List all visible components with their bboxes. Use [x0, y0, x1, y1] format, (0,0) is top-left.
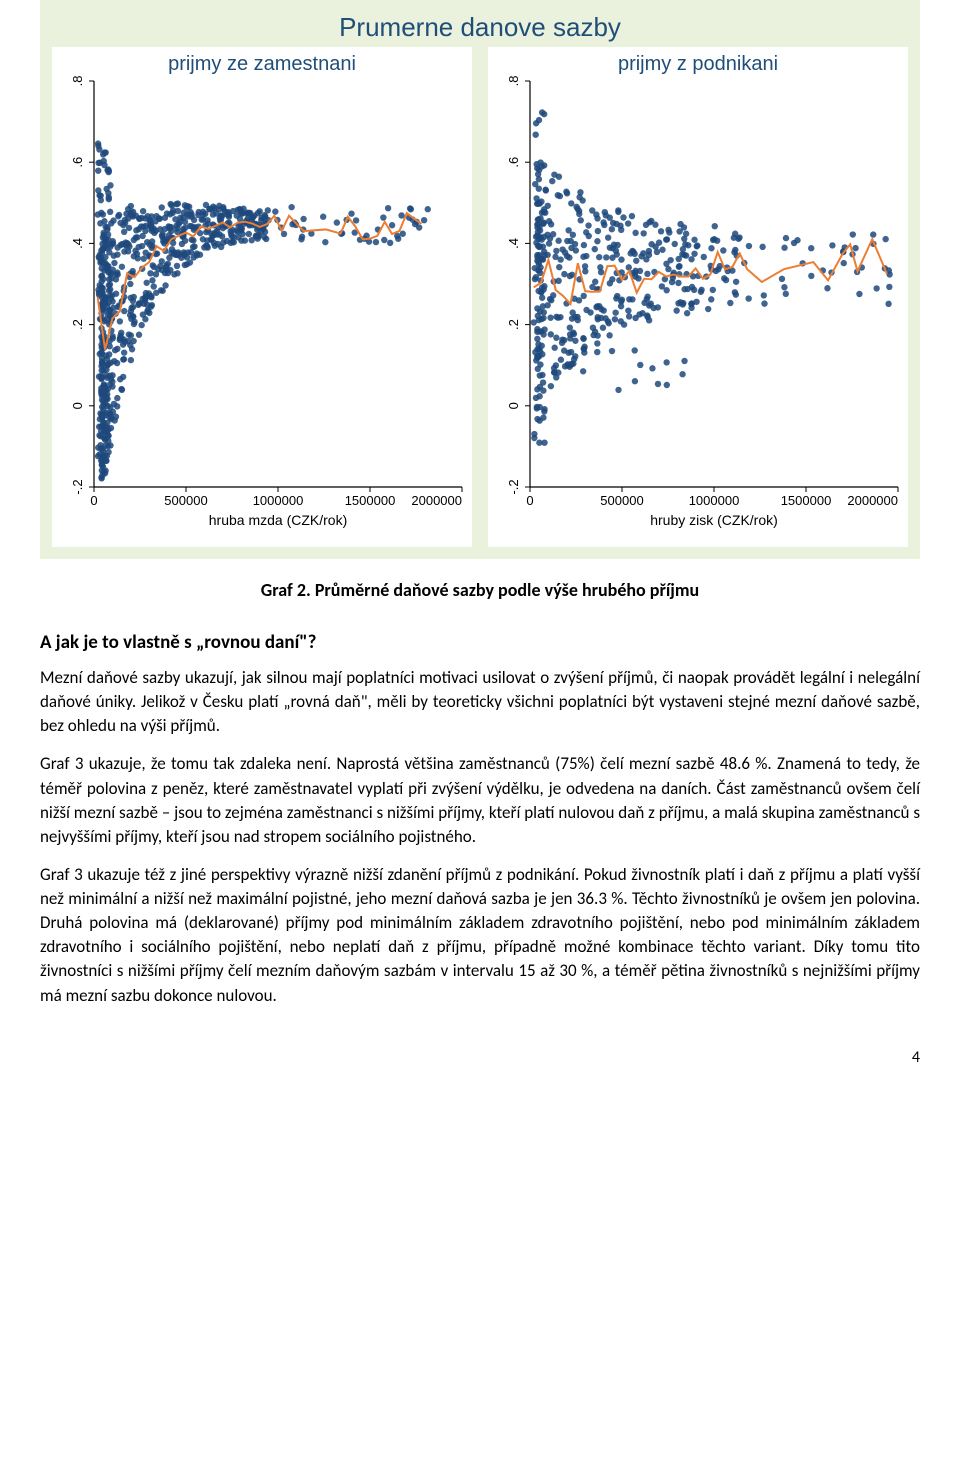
paragraph-3: Graf 3 ukazuje též z jiné perspektivy vý… [40, 863, 920, 1008]
chart-overall-title: Prumerne danove sazby [52, 12, 908, 43]
chart-svg-left: -.2 0 .2 .4 .6 .8 0 500000 1000000 1500000 2000000… [52, 47, 472, 547]
svg-text:500000: 500000 [600, 493, 643, 508]
page-number: 4 [0, 1048, 920, 1067]
svg-text:.6: .6 [70, 157, 85, 168]
svg-text:hruba mzda (CZK/rok): hruba mzda (CZK/rok) [209, 512, 347, 528]
chart-panel-right: prijmy z podnikani -.20.2.4.6.8050000010… [488, 47, 908, 547]
svg-text:1000000: 1000000 [253, 493, 304, 508]
svg-text:.6: .6 [506, 157, 521, 168]
chart-container: Prumerne danove sazby prijmy ze zamestna… [40, 0, 920, 559]
paragraph-2: Graf 3 ukazuje, že tomu tak zdaleka není… [40, 752, 920, 849]
svg-text:.8: .8 [70, 76, 85, 87]
svg-text:1500000: 1500000 [781, 493, 832, 508]
svg-text:-.2: -.2 [506, 479, 521, 494]
svg-text:1000000: 1000000 [689, 493, 740, 508]
svg-text:.4: .4 [70, 238, 85, 249]
chart-row: prijmy ze zamestnani -.20.2.4.6.80500000… [52, 47, 908, 547]
svg-text:1500000: 1500000 [345, 493, 396, 508]
paragraph-1: Mezní daňové sazby ukazují, jak silnou m… [40, 666, 920, 738]
body-text: A jak je to vlastně s „rovnou daní"? Mez… [40, 631, 920, 1008]
svg-text:.2: .2 [506, 319, 521, 330]
svg-text:0: 0 [506, 402, 521, 409]
svg-text:2000000: 2000000 [847, 493, 898, 508]
svg-text:500000: 500000 [164, 493, 207, 508]
chart-panel-left: prijmy ze zamestnani -.20.2.4.6.80500000… [52, 47, 472, 547]
svg-text:hruby zisk (CZK/rok): hruby zisk (CZK/rok) [650, 512, 778, 528]
svg-text:.4: .4 [506, 238, 521, 249]
svg-text:2000000: 2000000 [411, 493, 462, 508]
svg-text:-.2: -.2 [70, 479, 85, 494]
svg-text:.8: .8 [506, 76, 521, 87]
chart-svg-right: -.2 0 .2 .4 .6 .8 0 500000 1000000 1500000 2000000… [488, 47, 908, 547]
svg-text:0: 0 [70, 402, 85, 409]
svg-text:0: 0 [90, 493, 97, 508]
figure-caption: Graf 2. Průměrné daňové sazby podle výše… [40, 579, 920, 601]
svg-text:.2: .2 [70, 319, 85, 330]
svg-text:0: 0 [526, 493, 533, 508]
section-heading: A jak je to vlastně s „rovnou daní"? [40, 631, 920, 654]
